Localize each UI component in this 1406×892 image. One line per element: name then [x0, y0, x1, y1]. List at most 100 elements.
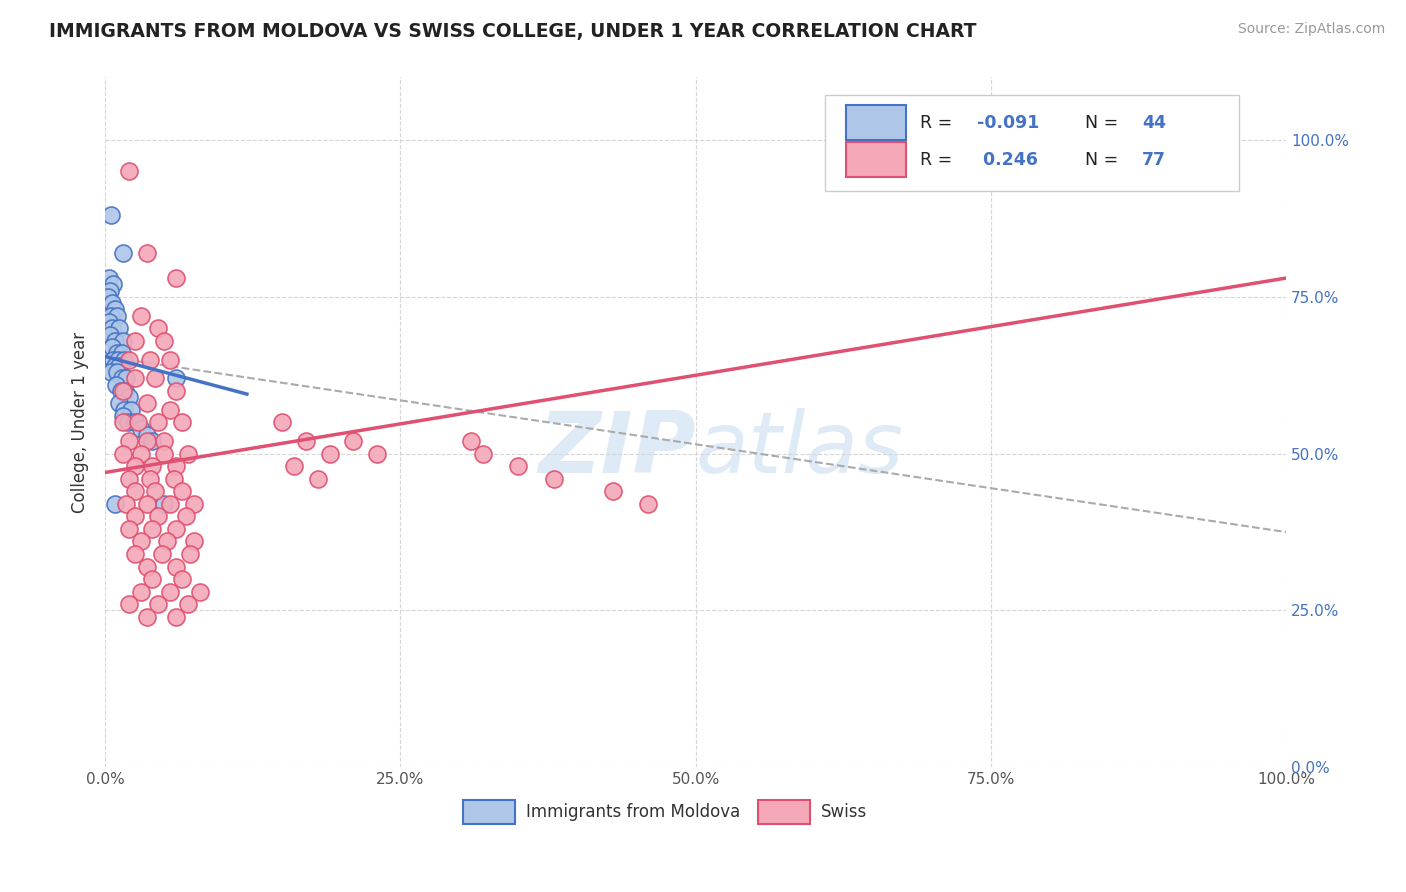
Point	[104, 377, 127, 392]
Point	[135, 434, 157, 449]
Point	[97, 315, 120, 329]
FancyBboxPatch shape	[845, 105, 905, 140]
Point	[115, 371, 138, 385]
Point	[111, 384, 134, 398]
Point	[97, 271, 120, 285]
Point	[124, 459, 146, 474]
Point	[508, 459, 530, 474]
Point	[124, 547, 146, 561]
Point	[104, 497, 127, 511]
Text: N =: N =	[1085, 151, 1123, 169]
Point	[141, 434, 163, 449]
Point	[129, 534, 152, 549]
Point	[104, 334, 127, 348]
Text: -0.091: -0.091	[977, 113, 1039, 132]
FancyBboxPatch shape	[845, 142, 905, 178]
FancyBboxPatch shape	[463, 800, 515, 823]
Point	[118, 164, 141, 178]
Point	[159, 352, 181, 367]
Point	[170, 572, 193, 586]
Point	[104, 359, 127, 373]
Point	[148, 597, 170, 611]
Text: 44: 44	[1142, 113, 1166, 132]
Point	[103, 277, 125, 292]
Point	[101, 340, 124, 354]
Point	[118, 390, 141, 404]
Point	[129, 584, 152, 599]
Point	[124, 371, 146, 385]
Point	[163, 472, 186, 486]
Point	[118, 597, 141, 611]
Text: Source: ZipAtlas.com: Source: ZipAtlas.com	[1237, 22, 1385, 37]
Point	[543, 472, 565, 486]
Point	[135, 609, 157, 624]
Point	[100, 365, 122, 379]
Point	[135, 396, 157, 410]
Point	[118, 522, 141, 536]
Point	[148, 321, 170, 335]
Point	[143, 484, 166, 499]
Point	[170, 484, 193, 499]
Point	[156, 534, 179, 549]
Point	[179, 547, 201, 561]
Point	[108, 359, 131, 373]
Text: ZIP: ZIP	[538, 409, 696, 491]
Point	[110, 384, 132, 398]
Point	[148, 415, 170, 429]
Point	[271, 415, 294, 429]
Point	[472, 447, 495, 461]
Point	[124, 415, 146, 429]
Text: Swiss: Swiss	[821, 803, 868, 821]
Point	[115, 497, 138, 511]
Point	[111, 371, 134, 385]
Point	[129, 309, 152, 323]
Point	[177, 447, 200, 461]
Point	[177, 597, 200, 611]
Point	[637, 497, 659, 511]
Point	[101, 321, 124, 335]
Point	[118, 434, 141, 449]
Point	[139, 352, 162, 367]
Point	[135, 427, 157, 442]
Point	[112, 352, 135, 367]
Point	[105, 346, 128, 360]
Point	[118, 472, 141, 486]
Point	[98, 327, 121, 342]
Text: 0.246: 0.246	[977, 151, 1038, 169]
FancyBboxPatch shape	[758, 800, 810, 823]
Point	[101, 296, 124, 310]
Point	[129, 447, 152, 461]
Point	[135, 246, 157, 260]
Point	[127, 415, 149, 429]
Point	[165, 609, 187, 624]
Point	[111, 415, 134, 429]
Point	[143, 371, 166, 385]
Point	[342, 434, 364, 449]
Point	[153, 447, 176, 461]
Point	[602, 484, 624, 499]
Point	[112, 402, 135, 417]
Point	[295, 434, 318, 449]
Point	[111, 334, 134, 348]
Point	[188, 584, 211, 599]
Point	[153, 497, 176, 511]
Y-axis label: College, Under 1 year: College, Under 1 year	[72, 332, 89, 513]
Point	[108, 396, 131, 410]
Point	[107, 352, 129, 367]
Point	[111, 409, 134, 423]
Point	[307, 472, 329, 486]
Point	[165, 271, 187, 285]
Point	[165, 371, 187, 385]
Point	[135, 497, 157, 511]
Point	[183, 497, 205, 511]
Point	[165, 559, 187, 574]
Point	[129, 421, 152, 435]
Point	[165, 384, 187, 398]
Point	[100, 309, 122, 323]
Point	[114, 384, 136, 398]
Point	[174, 509, 197, 524]
Point	[135, 559, 157, 574]
Text: 77: 77	[1142, 151, 1166, 169]
Point	[98, 284, 121, 298]
Point	[318, 447, 340, 461]
